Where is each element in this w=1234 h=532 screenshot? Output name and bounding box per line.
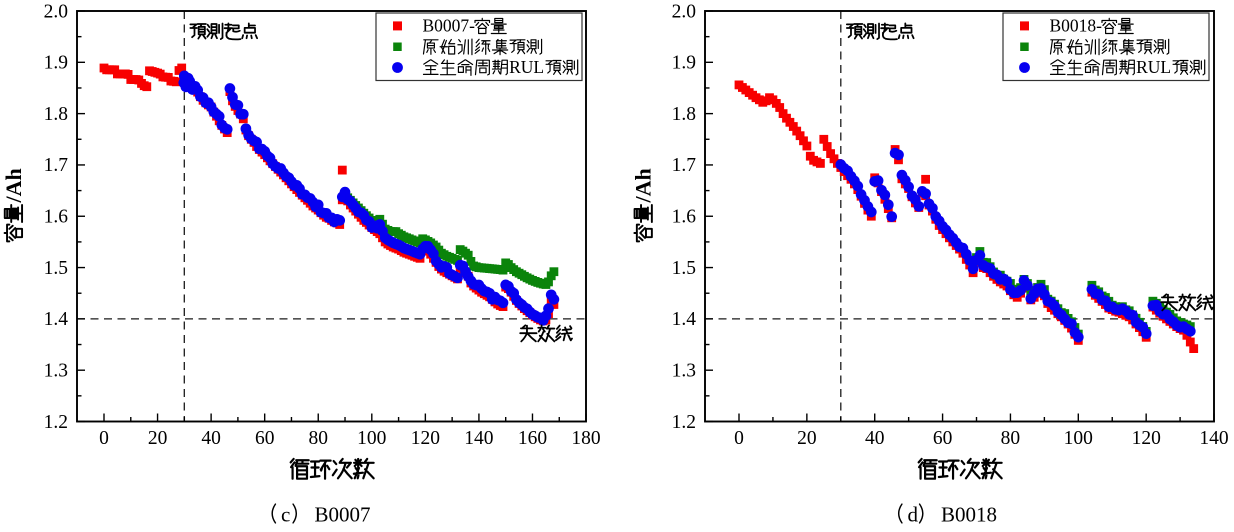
svg-text:20: 20 [797, 428, 817, 449]
svg-text:100: 100 [1064, 428, 1093, 449]
svg-text:180: 180 [571, 428, 600, 449]
svg-text:120: 120 [1132, 428, 1161, 449]
svg-text:RUL: RUL [509, 57, 544, 77]
svg-text:140: 140 [1199, 428, 1228, 449]
svg-text:1.8: 1.8 [672, 104, 696, 125]
svg-text:0: 0 [99, 428, 109, 449]
svg-text:140: 140 [464, 428, 493, 449]
svg-text:RUL: RUL [1136, 57, 1171, 77]
svg-text:1.3: 1.3 [44, 360, 68, 381]
svg-text:120: 120 [411, 428, 440, 449]
svg-text:/Ah: /Ah [1, 168, 26, 203]
svg-text:20: 20 [148, 428, 168, 449]
svg-text:B0018: B0018 [941, 503, 997, 527]
svg-text:160: 160 [518, 428, 547, 449]
svg-text:/Ah: /Ah [631, 168, 656, 203]
svg-text:1.9: 1.9 [44, 53, 68, 74]
svg-text:1.2: 1.2 [672, 412, 696, 433]
svg-text:0: 0 [734, 428, 744, 449]
svg-text:1.7: 1.7 [44, 155, 69, 176]
svg-text:c: c [281, 503, 290, 527]
svg-text:1.4: 1.4 [672, 309, 697, 330]
svg-text:1.8: 1.8 [44, 104, 68, 125]
svg-text:1.5: 1.5 [44, 258, 68, 279]
svg-text:1.2: 1.2 [44, 412, 68, 433]
svg-text:60: 60 [255, 428, 275, 449]
svg-text:B0007-: B0007- [423, 16, 476, 36]
svg-text:100: 100 [357, 428, 386, 449]
svg-text:40: 40 [865, 428, 885, 449]
svg-text:1.6: 1.6 [672, 207, 697, 228]
svg-text:2.0: 2.0 [44, 1, 68, 22]
svg-text:60: 60 [933, 428, 953, 449]
svg-text:1.3: 1.3 [672, 360, 696, 381]
svg-text:1.6: 1.6 [44, 207, 69, 228]
svg-text:B0007: B0007 [315, 503, 371, 527]
svg-text:40: 40 [201, 428, 221, 449]
svg-text:1.7: 1.7 [672, 155, 697, 176]
svg-text:1.5: 1.5 [672, 258, 696, 279]
svg-text:80: 80 [1001, 428, 1021, 449]
svg-text:1.9: 1.9 [672, 53, 696, 74]
svg-text:1.4: 1.4 [44, 309, 69, 330]
svg-text:d: d [908, 503, 919, 527]
svg-text:B0018-: B0018- [1050, 16, 1103, 36]
svg-text:2.0: 2.0 [672, 1, 696, 22]
svg-text:80: 80 [308, 428, 328, 449]
